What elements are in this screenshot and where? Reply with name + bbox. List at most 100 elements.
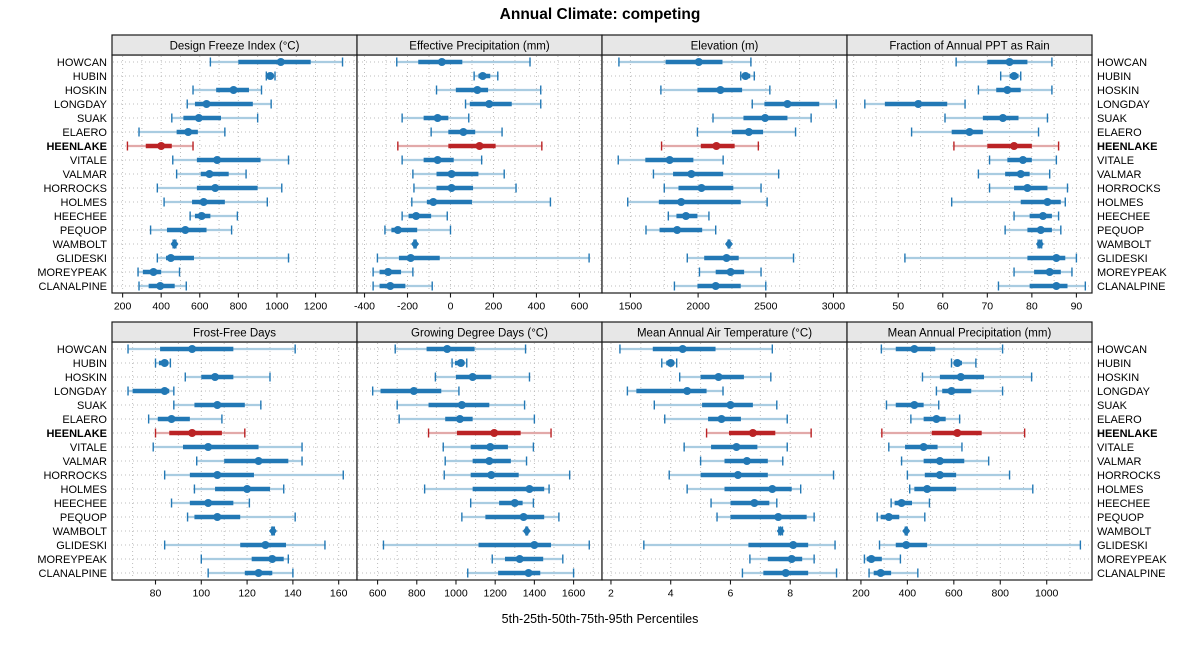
- percentile-row-glideski: [878, 540, 1082, 550]
- panel-mean-annual-precipitation-mm: Mean Annual Precipitation (mm) 200 400 600 8…: [846, 321, 1093, 600]
- station-label-left-holmes: HOLMES: [61, 197, 107, 209]
- median-dot: [412, 212, 421, 220]
- station-label-left-wambolt: WAMBOLT: [53, 239, 108, 251]
- percentile-row-elaero: [696, 127, 797, 137]
- median-dot: [181, 226, 190, 234]
- median-dot: [787, 555, 796, 563]
- percentile-row-pequop: [384, 225, 452, 235]
- percentile-row-howcan: [955, 57, 1053, 67]
- median-dot: [455, 415, 464, 423]
- median-dot: [935, 457, 944, 465]
- percentile-row-glideski: [156, 253, 290, 263]
- median-dot: [487, 471, 496, 479]
- x-tick-label: 1400: [523, 588, 547, 600]
- median-dot: [1045, 268, 1054, 276]
- station-label-right-vitale: VITALE: [1097, 442, 1134, 454]
- median-dot: [965, 128, 974, 136]
- x-tick-label: 1500: [619, 301, 643, 313]
- percentile-row-moreypeak: [749, 554, 815, 564]
- median-dot: [485, 457, 494, 465]
- median-dot: [923, 485, 932, 493]
- percentile-row-holmes: [411, 197, 552, 207]
- median-dot: [1018, 156, 1027, 164]
- median-dot: [711, 282, 720, 290]
- x-axis: 1500 2000 2500 3000: [619, 293, 845, 313]
- median-dot: [525, 485, 534, 493]
- panel-title: Mean Annual Air Temperature (°C): [637, 328, 812, 340]
- station-label-right-glideski: GLIDESKI: [1097, 253, 1148, 265]
- median-dot: [742, 457, 751, 465]
- median-dot: [149, 268, 158, 276]
- percentile-row-elaero: [664, 414, 788, 424]
- panel-fraction-of-annual-ppt-as-rain: Fraction of Annual PPT as Rain 50 60 70 80 90: [846, 34, 1093, 313]
- percentile-row-holmes: [163, 197, 268, 207]
- percentile-row-wambolt: [268, 526, 277, 536]
- median-dot: [266, 72, 275, 80]
- percentile-row-vitale: [442, 442, 535, 452]
- panel-plot-area: [846, 54, 1093, 294]
- station-label-right-clanalpine: CLANALPINE: [1097, 568, 1165, 580]
- percentile-row-vitale: [988, 155, 1058, 165]
- x-tick-label: 4: [668, 588, 674, 600]
- x-axis: 50 60 70 80 90: [892, 293, 1082, 313]
- median-dot: [205, 170, 214, 178]
- median-dot: [1052, 254, 1061, 262]
- station-label-left-hubin: HUBIN: [73, 358, 107, 370]
- panel-frost-free-days: Frost-Free Days 80 100 120 140 160: [111, 321, 358, 600]
- station-label-left-suak: SUAK: [77, 113, 108, 125]
- median-dot: [956, 373, 965, 381]
- percentile-row-holmes: [627, 197, 768, 207]
- x-tick-label: 200: [852, 588, 870, 600]
- percentile-row-howcan: [618, 57, 752, 67]
- station-label-right-heenlake: HEENLAKE: [1097, 141, 1158, 153]
- median-dot: [1010, 72, 1019, 80]
- x-tick-label: 800: [992, 588, 1010, 600]
- station-label-left-longday: LONGDAY: [54, 99, 108, 111]
- x-tick-label: 400: [528, 301, 546, 313]
- percentile-row-howcan: [396, 57, 531, 67]
- median-dot: [666, 359, 675, 367]
- percentile-row-clanalpine: [741, 568, 838, 578]
- percentile-row-glideski: [376, 253, 590, 263]
- median-dot: [409, 387, 418, 395]
- percentile-row-suak: [401, 113, 470, 123]
- median-dot: [254, 457, 263, 465]
- station-label-right-pequop: PEQUOP: [1097, 512, 1144, 524]
- station-labels-row-0: HOWCAN HOWCAN HUBIN HUBIN HOSKIN HOSKIN LONGDA…: [37, 57, 1167, 293]
- panel-title: Elevation (m): [691, 41, 759, 53]
- median-dot: [490, 429, 499, 437]
- median-dot: [1052, 282, 1061, 290]
- panel-strip: [846, 34, 1093, 56]
- median-dot: [433, 114, 442, 122]
- median-dot: [1010, 142, 1019, 150]
- median-dot: [714, 373, 723, 381]
- horizontal-gridlines: [848, 61, 1091, 287]
- median-dot: [194, 114, 203, 122]
- station-label-right-valmar: VALMAR: [1097, 456, 1141, 468]
- median-diamond: [268, 526, 277, 536]
- percentile-row-clanalpine: [372, 281, 433, 291]
- station-label-left-hoskin: HOSKIN: [65, 372, 107, 384]
- percentile-row-moreypeak: [200, 554, 290, 564]
- percentile-row-pequop: [186, 512, 296, 522]
- station-label-left-wambolt: WAMBOLT: [53, 526, 108, 538]
- percentile-row-horrocks: [413, 183, 517, 193]
- x-tick-label: 60: [937, 301, 949, 313]
- x-tick-label: 2500: [754, 301, 778, 313]
- median-dot: [910, 401, 919, 409]
- percentile-row-longday: [371, 386, 460, 396]
- x-tick-label: 1000: [265, 301, 289, 313]
- median-dot: [211, 373, 220, 381]
- median-dot: [406, 254, 415, 262]
- median-dot: [229, 86, 238, 94]
- median-dot: [919, 443, 928, 451]
- percentile-row-glideski: [904, 253, 1078, 263]
- percentile-row-heenlake: [126, 141, 194, 151]
- median-dot: [443, 345, 452, 353]
- median-dot: [935, 471, 944, 479]
- median-dot: [447, 170, 456, 178]
- median-dot: [910, 345, 919, 353]
- median-dot: [733, 471, 742, 479]
- percentile-row-hoskin: [192, 85, 263, 95]
- percentile-row-horrocks: [163, 470, 344, 480]
